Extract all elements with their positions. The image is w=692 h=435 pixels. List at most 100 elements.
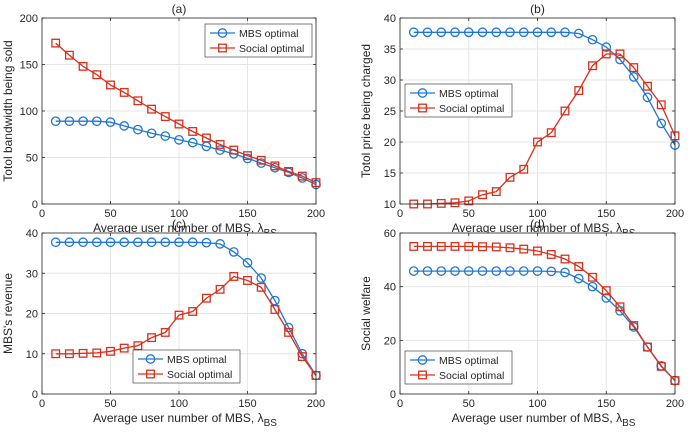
data-point-square bbox=[478, 190, 487, 200]
data-point-circle bbox=[408, 266, 419, 276]
y-tick-label: 30 bbox=[26, 268, 38, 280]
data-point-square bbox=[229, 145, 239, 155]
data-point-square bbox=[656, 361, 666, 371]
y-tick-label: 0 bbox=[32, 389, 38, 401]
series-line bbox=[413, 245, 676, 382]
data-point-square bbox=[215, 140, 225, 149]
data-point-circle bbox=[532, 266, 543, 276]
data-point-square bbox=[519, 244, 529, 254]
series-line bbox=[413, 270, 676, 382]
y-tick-label: 40 bbox=[384, 282, 396, 294]
data-point-square bbox=[78, 61, 88, 71]
data-point-circle bbox=[560, 27, 570, 38]
data-point-square bbox=[106, 80, 115, 90]
data-point-square bbox=[174, 119, 184, 129]
data-point-square bbox=[615, 302, 625, 312]
y-tick-label: 30 bbox=[384, 75, 396, 87]
x-tick-label: 200 bbox=[307, 208, 325, 220]
y-tick-label: 10 bbox=[26, 349, 38, 361]
data-point-circle bbox=[174, 134, 184, 145]
legend-marker-circle bbox=[417, 355, 428, 365]
data-point-square bbox=[464, 196, 474, 206]
panel-title: (b) bbox=[530, 2, 545, 16]
data-point-square bbox=[574, 262, 584, 271]
x-tick-label: 150 bbox=[597, 208, 615, 220]
legend-label: Social optimal bbox=[239, 43, 304, 55]
data-point-square bbox=[284, 166, 294, 176]
y-tick-label: 50 bbox=[26, 153, 38, 165]
y-tick-label: 35 bbox=[384, 44, 396, 56]
x-tick-label: 0 bbox=[39, 208, 45, 220]
data-point-circle bbox=[463, 266, 474, 276]
data-point-circle bbox=[505, 266, 515, 276]
data-point-square bbox=[133, 96, 143, 106]
data-point-square bbox=[491, 242, 501, 252]
legend-label: MBS optimal bbox=[239, 28, 299, 40]
data-point-square bbox=[133, 341, 143, 351]
panel-title: (c) bbox=[172, 217, 186, 231]
series-line bbox=[55, 120, 317, 186]
data-point-circle bbox=[532, 27, 543, 38]
y-tick-label: 20 bbox=[26, 309, 38, 321]
legend-item-social-optimal: Social optimal bbox=[210, 43, 304, 55]
data-point-circle bbox=[587, 281, 598, 292]
data-point-circle bbox=[105, 117, 116, 128]
legend-marker-square bbox=[418, 370, 427, 380]
y-tick-label: 40 bbox=[26, 228, 38, 240]
legend-label: Social optimal bbox=[167, 369, 232, 381]
data-point-square bbox=[533, 246, 542, 256]
data-point-square bbox=[243, 276, 252, 285]
legend-item-social-optimal: Social optimal bbox=[138, 369, 232, 381]
panel-3: 0 50 100 150 200 0 10 20 30 40 (c) Average user num… bbox=[1, 217, 325, 429]
data-point-square bbox=[51, 349, 61, 359]
data-point-circle bbox=[450, 27, 460, 38]
data-point-circle bbox=[477, 27, 488, 38]
data-point-square bbox=[256, 155, 266, 165]
x-tick-label: 150 bbox=[238, 398, 256, 410]
legend-label: MBS optimal bbox=[439, 355, 499, 367]
y-axis-label: Totol price being charged bbox=[359, 44, 373, 178]
legend-label: MBS optimal bbox=[439, 88, 499, 100]
data-point-square bbox=[560, 106, 570, 116]
legend: MBS optimal Social optimal bbox=[132, 349, 241, 384]
legend-marker-square bbox=[218, 43, 227, 53]
data-point-square bbox=[160, 327, 170, 337]
data-point-square bbox=[201, 293, 211, 303]
legend: MBS optimal Social optimal bbox=[404, 83, 513, 118]
y-tick-label: 15 bbox=[384, 168, 396, 180]
data-point-square bbox=[201, 133, 211, 143]
data-point-square bbox=[546, 128, 556, 138]
data-point-circle bbox=[601, 293, 612, 303]
data-point-square bbox=[92, 348, 102, 358]
data-point-circle bbox=[201, 237, 212, 248]
legend-marker-circle bbox=[145, 354, 156, 364]
data-point-circle bbox=[422, 266, 433, 276]
series-line bbox=[55, 42, 317, 184]
data-point-square bbox=[92, 70, 102, 80]
data-point-square bbox=[560, 254, 570, 264]
data-point-circle bbox=[560, 267, 570, 278]
panel-title: (d) bbox=[530, 217, 545, 231]
data-point-circle bbox=[656, 118, 667, 129]
data-point-square bbox=[106, 346, 115, 356]
data-point-circle bbox=[422, 27, 433, 38]
data-point-circle bbox=[491, 266, 502, 276]
legend-item-mbs-optimal: MBS optimal bbox=[210, 28, 299, 40]
data-point-circle bbox=[518, 27, 529, 38]
series-mbs-optimal bbox=[50, 116, 321, 190]
data-point-circle bbox=[573, 273, 584, 284]
y-tick-label: 0 bbox=[390, 389, 396, 401]
data-point-square bbox=[51, 38, 61, 48]
data-point-circle bbox=[215, 145, 225, 155]
data-point-circle bbox=[546, 27, 557, 38]
data-point-circle bbox=[242, 257, 253, 268]
legend-item-mbs-optimal: MBS optimal bbox=[410, 355, 499, 367]
data-point-circle bbox=[91, 116, 102, 127]
data-point-square bbox=[574, 86, 584, 95]
x-tick-label: 50 bbox=[104, 208, 116, 220]
data-point-square bbox=[188, 127, 198, 136]
data-point-circle bbox=[78, 237, 88, 248]
data-point-square bbox=[505, 243, 515, 253]
